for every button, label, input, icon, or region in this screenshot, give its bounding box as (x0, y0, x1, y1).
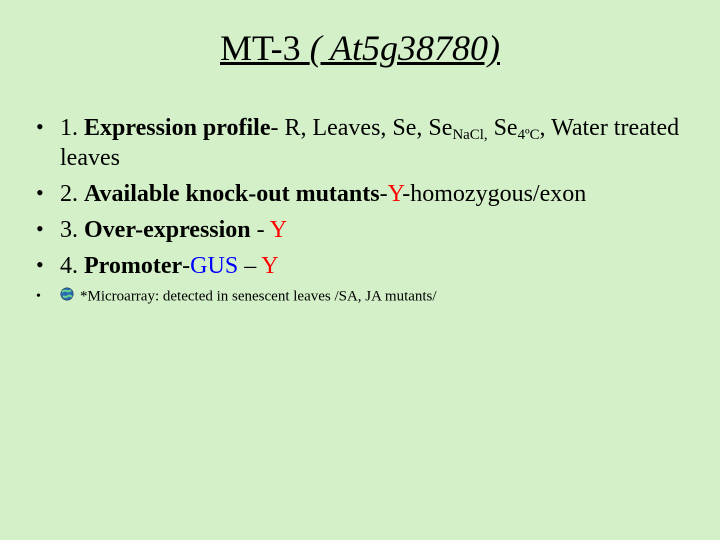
item-text: homozygous/exon (410, 181, 586, 207)
y-flag: Y (261, 253, 278, 279)
item-label: Promoter (84, 253, 182, 279)
title-part1: MT-3 (220, 28, 310, 68)
subscript: 4ºC (518, 127, 540, 143)
list-item: 4. Promoter-GUS – Y (30, 251, 690, 281)
gus-text: GUS (190, 253, 238, 279)
slide: MT-3 ( At5g38780) 1. Expression profile-… (0, 0, 720, 540)
item-text: - R, Leaves, Se, Se (270, 115, 452, 141)
list-item: 1. Expression profile- R, Leaves, Se, Se… (30, 113, 690, 173)
item-label: Expression profile (84, 115, 270, 141)
note-text: *Microarray: detected in senescent leave… (80, 289, 437, 305)
item-number: 4. (60, 253, 84, 279)
list-item-note: *Microarray: detected in senescent leave… (30, 287, 690, 308)
item-number: 2. (60, 181, 84, 207)
subscript: NaCl, (452, 127, 487, 143)
list-item: 3. Over-expression - Y (30, 215, 690, 245)
bullet-list: 1. Expression profile- R, Leaves, Se, Se… (30, 113, 690, 308)
title-part2: ( At5g38780) (310, 28, 500, 68)
globe-icon (60, 287, 74, 308)
item-label: Over-expression (84, 217, 257, 243)
item-number: 1. (60, 115, 84, 141)
y-flag: Y (388, 181, 403, 207)
slide-title: MT-3 ( At5g38780) (30, 28, 690, 69)
dash: - (380, 181, 388, 207)
item-text: Se (488, 115, 518, 141)
dash: - (257, 217, 270, 243)
list-item: 2. Available knock-out mutants-Y-homozyg… (30, 179, 690, 209)
item-number: 3. (60, 217, 84, 243)
y-flag: Y (270, 217, 287, 243)
dash: - (182, 253, 190, 279)
item-label: Available knock-out mutants (84, 181, 380, 207)
dash: – (238, 253, 261, 279)
